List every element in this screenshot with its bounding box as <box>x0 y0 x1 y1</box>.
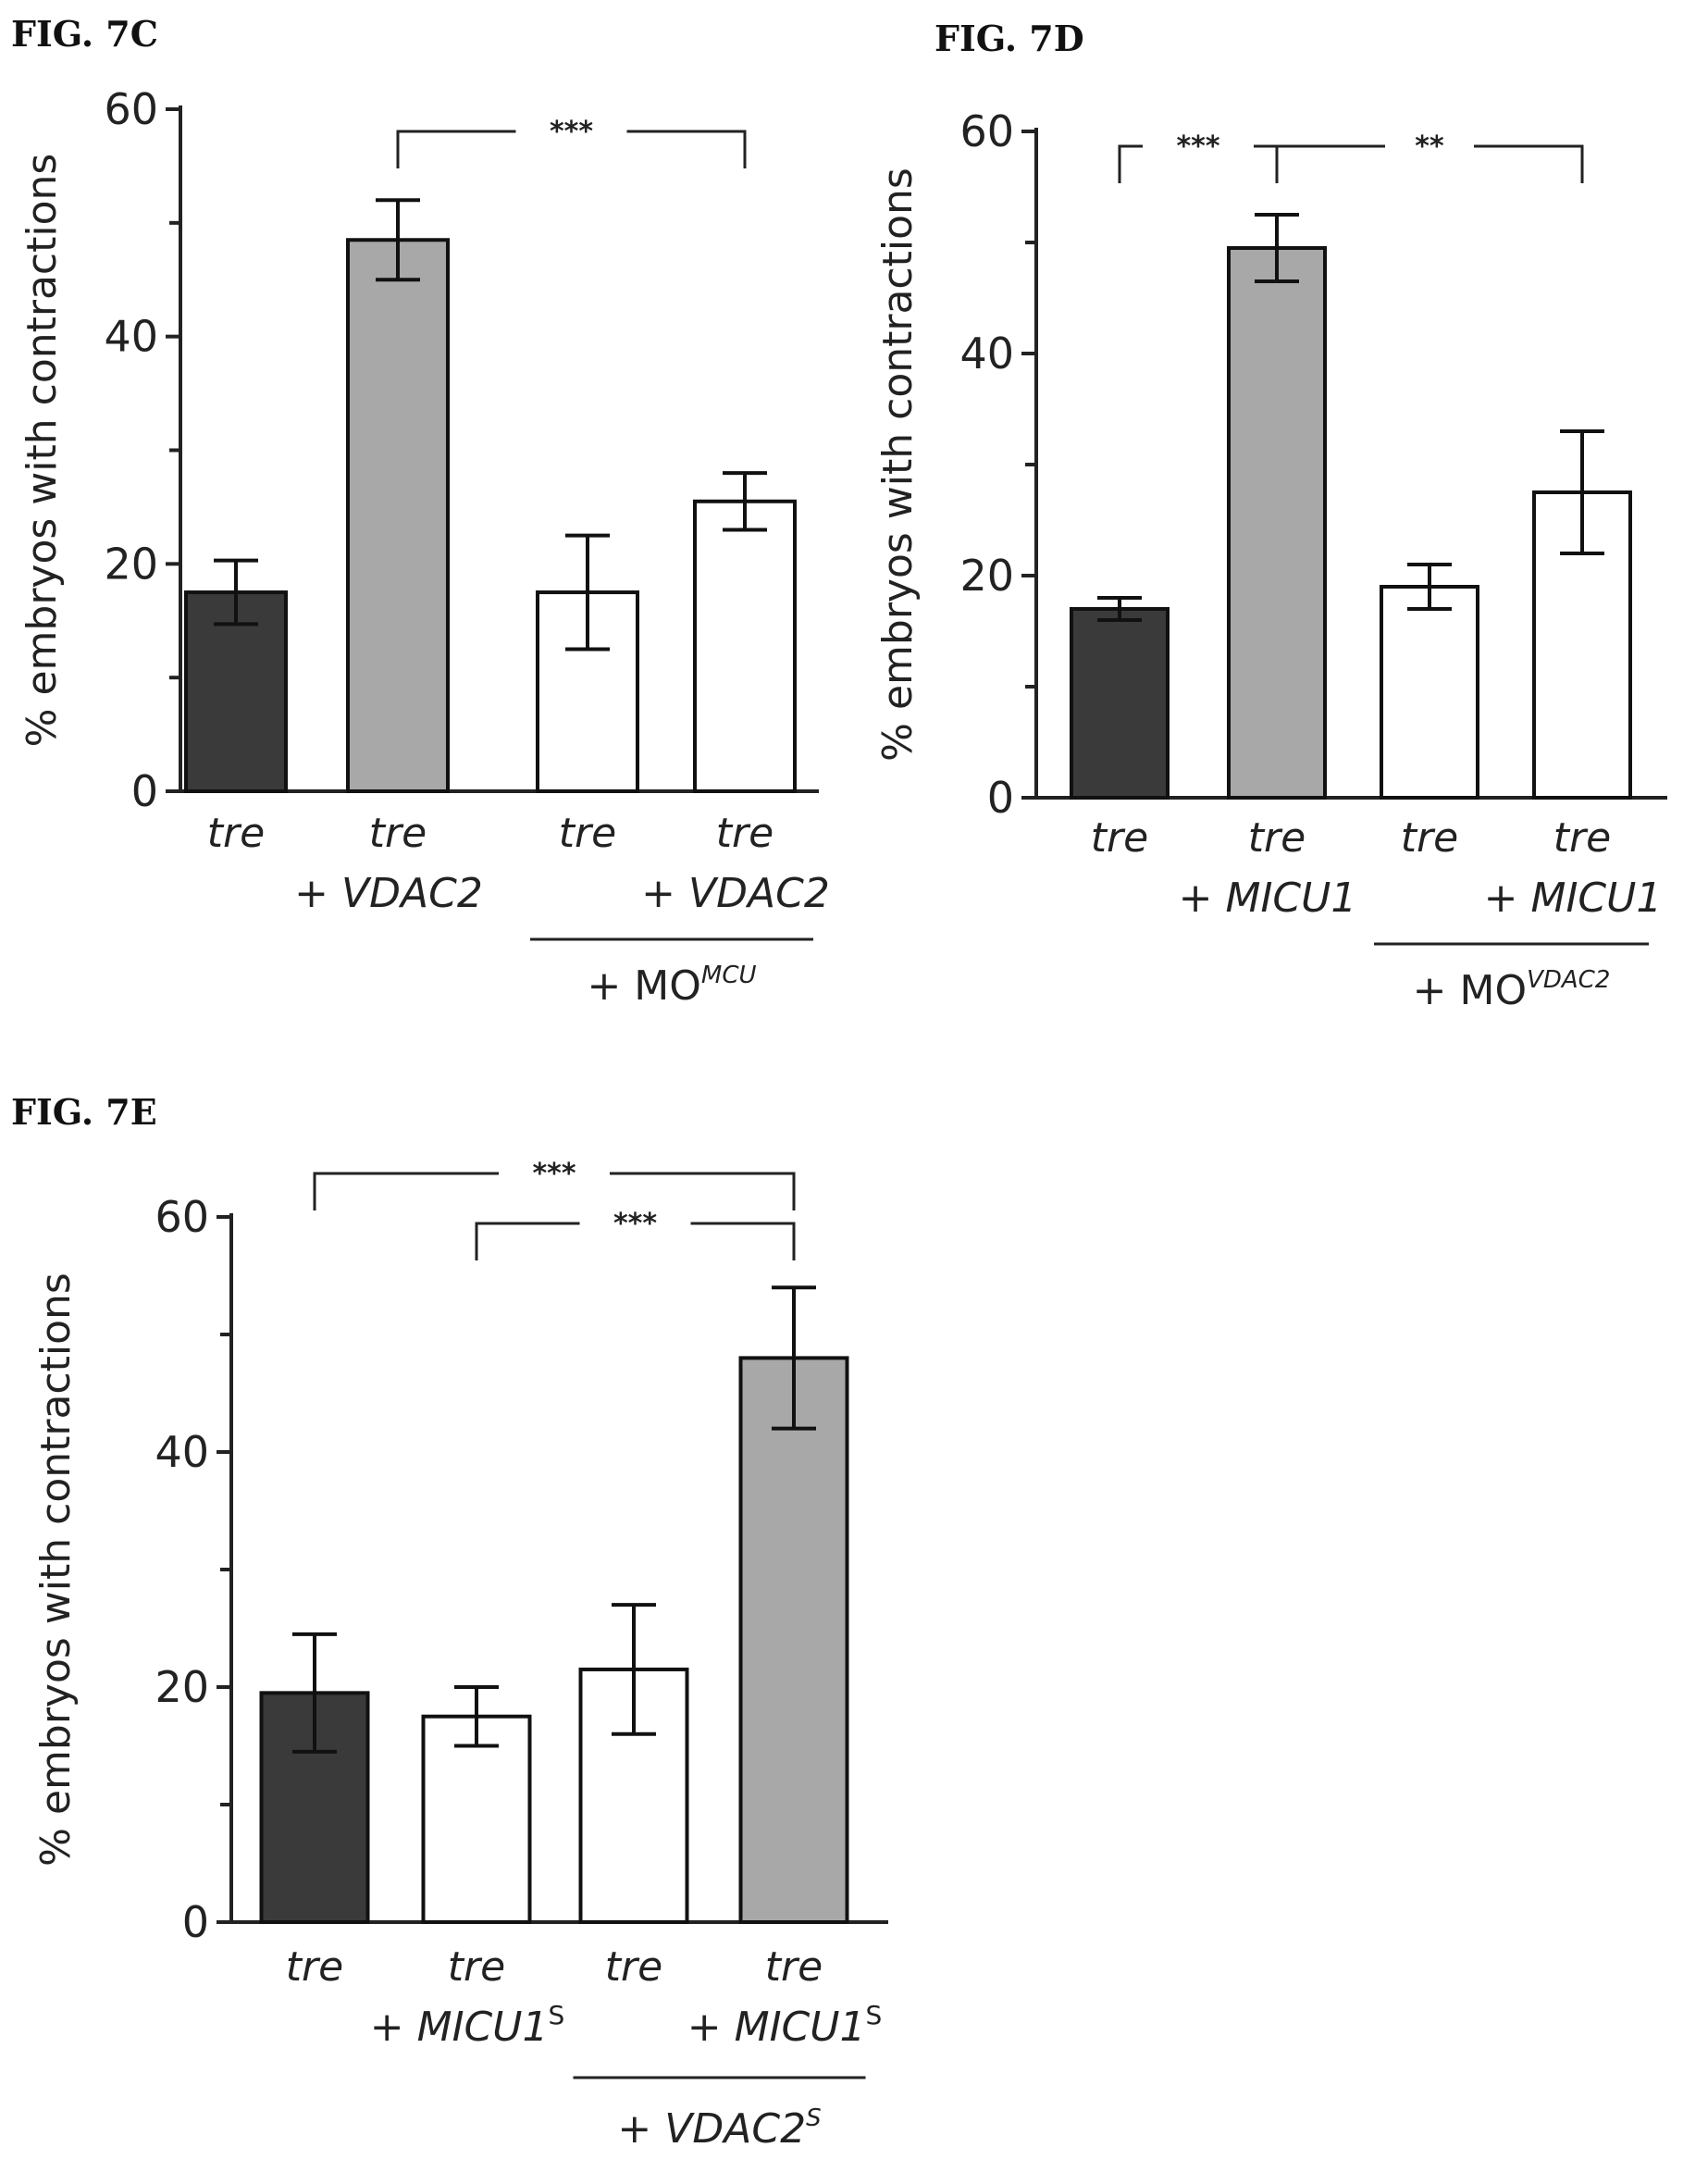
x-category-sublabel: + VDAC2 <box>641 870 830 917</box>
superscript: S <box>548 2000 564 2030</box>
x-category-label: tre <box>716 810 774 857</box>
y-tick-label: 60 <box>104 84 158 134</box>
x-category-sublabel: + MICU1S <box>687 2000 883 2051</box>
x-category-sublabel: + VDAC2 <box>294 870 483 917</box>
bar <box>738 1356 849 1924</box>
x-category-sublabel: + MICU1S <box>370 2000 565 2051</box>
y-tick-label: 20 <box>104 539 158 589</box>
bar <box>346 238 450 793</box>
x-category-label: tre <box>1401 814 1458 862</box>
y-tick-label: 0 <box>182 1897 209 1947</box>
x-category-label: tre <box>1248 814 1306 862</box>
error-bar <box>214 558 258 627</box>
x-category-label: tre <box>765 1943 823 1991</box>
bar <box>1070 607 1170 800</box>
y-tick-label: 0 <box>987 773 1014 823</box>
error-bar <box>1407 563 1452 611</box>
group-label: + VDAC2S <box>617 2104 821 2153</box>
error-bar <box>376 198 420 282</box>
bar <box>693 499 797 794</box>
y-tick-label: 40 <box>959 329 1014 379</box>
error-bar <box>772 1285 816 1431</box>
significance-bracket <box>1275 144 1584 183</box>
group-label: + MOVDAC2 <box>1413 966 1611 1014</box>
bar <box>1380 585 1479 800</box>
superscript: S <box>865 2000 882 2030</box>
x-category-label: tre <box>559 810 616 857</box>
significance-label: *** <box>532 1158 576 1190</box>
error-bar <box>1097 596 1142 622</box>
x-category-label: tre <box>1091 814 1148 862</box>
group-label: + MOMCU <box>587 962 756 1010</box>
x-category-label: tre <box>369 810 427 857</box>
y-axis-title: % embryos with contractions <box>19 154 66 748</box>
y-tick-label: 20 <box>155 1662 209 1712</box>
figure-label: FIG. 7C <box>11 13 158 55</box>
y-tick-label: 60 <box>959 106 1014 156</box>
x-category-label: tre <box>1553 814 1611 862</box>
x-category-sublabel: + MICU1 <box>1179 875 1357 922</box>
error-bar <box>1560 429 1604 555</box>
error-bar <box>565 533 610 652</box>
panel-7c: FIG. 7C % embryos with contractions 0 20 40 6… <box>11 13 830 1010</box>
error-bar <box>612 1603 656 1736</box>
x-category-label: tre <box>605 1943 662 1991</box>
error-bar <box>1255 213 1299 283</box>
significance-bracket <box>313 1172 796 1210</box>
figure-label: FIG. 7E <box>11 1091 157 1133</box>
y-tick-label: 20 <box>959 551 1014 601</box>
panel-7d: FIG. 7D % embryos with contractions 0 20 40 6… <box>874 18 1667 1014</box>
x-category-label: tre <box>448 1943 505 1991</box>
x-category-label: tre <box>286 1943 343 1991</box>
panel-7e: FIG. 7E % embryos with contractions 0 20 40 6… <box>11 1091 888 2153</box>
bar <box>421 1714 532 1924</box>
error-bar <box>454 1685 499 1748</box>
error-bar <box>723 471 767 532</box>
significance-label: ** <box>1415 130 1444 163</box>
x-category-label: tre <box>207 810 265 857</box>
y-tick-label: 40 <box>104 312 158 362</box>
bar <box>1227 246 1327 800</box>
significance-label: *** <box>613 1208 657 1240</box>
y-axis-title: % embryos with contractions <box>32 1272 80 1867</box>
significance-label: *** <box>550 116 593 148</box>
significance-label: *** <box>1176 130 1219 163</box>
x-category-sublabel: + MICU1 <box>1484 875 1663 922</box>
y-tick-label: 0 <box>131 766 158 816</box>
significance-bracket <box>396 130 747 168</box>
y-tick-label: 40 <box>155 1427 209 1477</box>
figure-label: FIG. 7D <box>934 18 1084 59</box>
y-tick-label: 60 <box>155 1192 209 1242</box>
significance-bracket <box>475 1222 796 1260</box>
y-axis-title: % embryos with contractions <box>874 168 922 762</box>
error-bar <box>292 1632 337 1754</box>
